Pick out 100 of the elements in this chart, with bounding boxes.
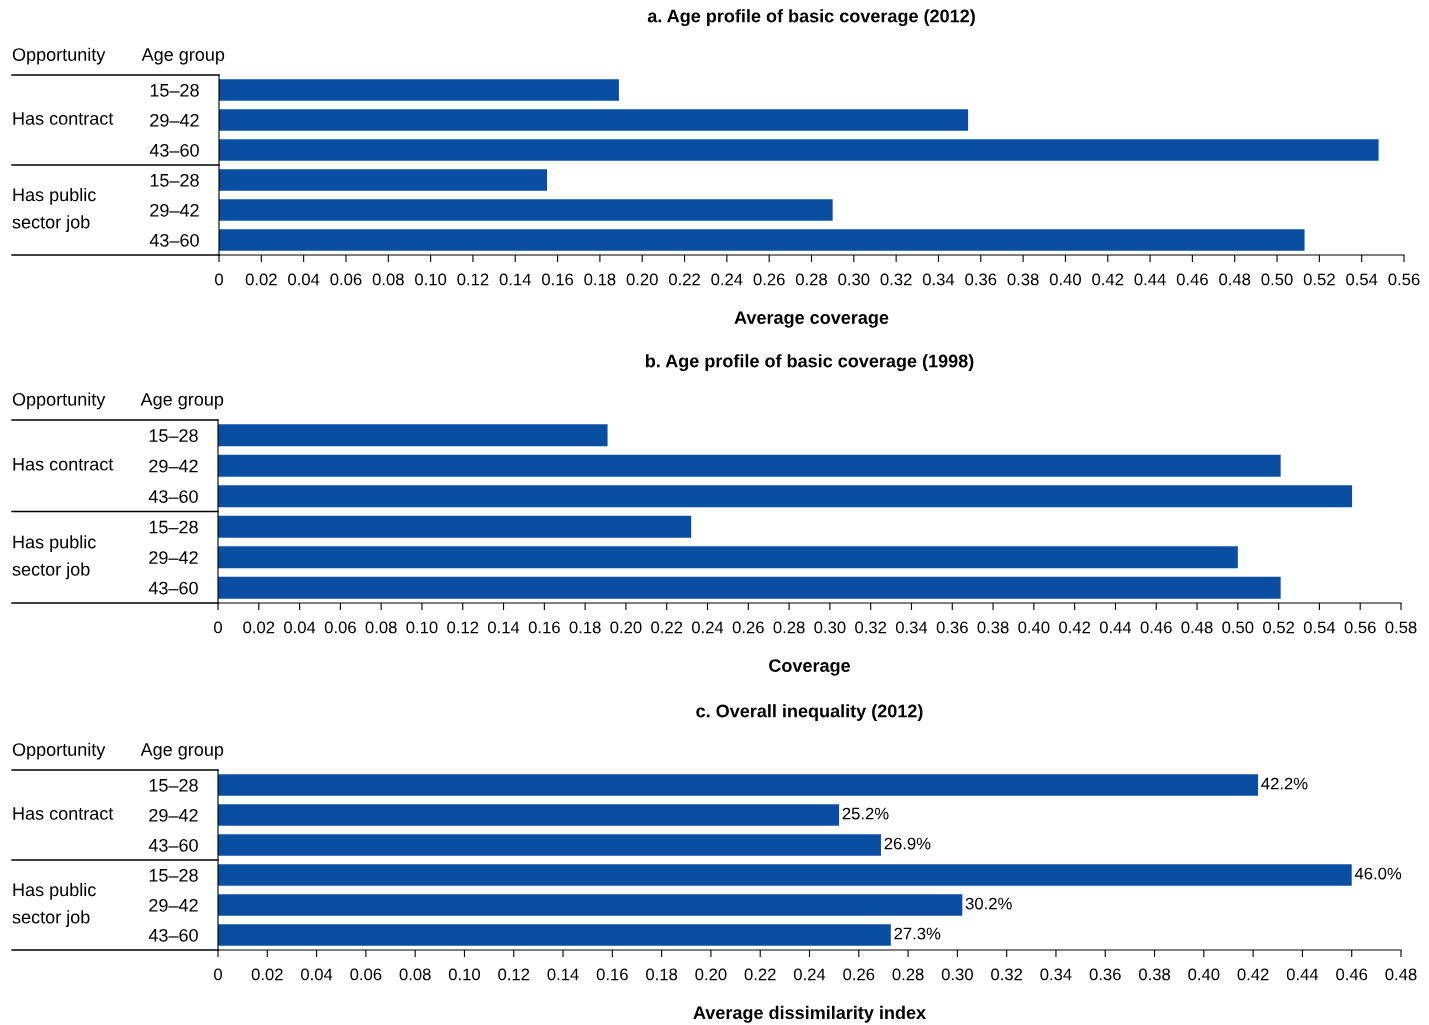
x-tick-label: 0.20 <box>626 273 658 286</box>
y-tick-label: 29–42 <box>149 459 198 473</box>
x-tick-label: 0.30 <box>838 273 870 286</box>
y-tick-label: 43–60 <box>148 838 198 852</box>
y-tick-label: 15–28 <box>149 520 198 534</box>
x-tick-label: 0.42 <box>1059 621 1091 634</box>
bar <box>219 139 1379 161</box>
bar <box>219 79 619 101</box>
bar <box>218 485 1353 508</box>
bar <box>218 834 881 856</box>
text: Has public sector job <box>12 882 96 928</box>
x-tick-label: 0.36 <box>1089 968 1121 981</box>
x-tick-label: 0.38 <box>1007 273 1039 286</box>
x-tick-label: 0.14 <box>499 273 531 286</box>
x-tick-label: 0.10 <box>415 273 447 286</box>
x-axis-title: Coverage <box>769 659 851 676</box>
x-tick-label: 0.12 <box>447 621 479 634</box>
x-tick-label: 0.06 <box>324 621 356 634</box>
x-tick-label: 0.10 <box>448 968 481 981</box>
x-tick-label: 0.18 <box>584 273 616 286</box>
x-tick-label: 0.04 <box>301 968 333 981</box>
chart-title: c. Overall inequality (2012) <box>696 704 923 721</box>
x-tick-label: 0.32 <box>855 621 887 634</box>
x-tick-label: 0.22 <box>744 968 776 981</box>
x-tick-label: 0.02 <box>245 273 277 286</box>
y-tick-label: 15–28 <box>150 83 199 97</box>
data-label: 42.2% <box>1261 777 1308 790</box>
text: Opportunity <box>12 392 106 410</box>
chart-title: a. Age profile of basic coverage (2012) <box>647 9 975 27</box>
x-tick-label: 0.48 <box>1181 621 1213 634</box>
x-tick-label: 0.46 <box>1176 273 1208 286</box>
x-tick-label: 0.16 <box>596 968 628 981</box>
x-tick-label: 0.06 <box>350 968 382 981</box>
bar <box>218 864 1352 886</box>
x-tick-label: 0.24 <box>711 273 743 286</box>
y-tick-label: 43–60 <box>148 581 198 595</box>
y-tick-label: 29–42 <box>150 203 199 217</box>
data-label: 46.0% <box>1354 867 1402 880</box>
x-tick-label: 0.04 <box>284 621 316 634</box>
x-tick-label: 0.44 <box>1286 968 1319 981</box>
text: Opportunity <box>12 742 106 760</box>
x-tick-label: 0.56 <box>1388 273 1420 286</box>
x-tick-label: 0.28 <box>892 968 924 981</box>
x-tick-label: 0.30 <box>941 968 973 981</box>
x-tick-label: 0.52 <box>1263 621 1294 634</box>
x-tick-label: 0.54 <box>1303 621 1336 634</box>
x-tick-label: 0.26 <box>753 273 785 286</box>
bar <box>218 546 1238 569</box>
bar <box>218 454 1281 477</box>
x-tick-label: 0 <box>214 621 222 634</box>
x-tick-label: 0.02 <box>243 621 275 634</box>
y-tick-label: 43–60 <box>149 143 199 157</box>
y-tick-label: 15–28 <box>149 868 198 882</box>
x-tick-label: 0 <box>214 968 222 981</box>
x-tick-label: 0.58 <box>1385 621 1417 634</box>
x-tick-label: 0.44 <box>1134 273 1166 286</box>
bar <box>218 424 608 447</box>
bar <box>219 169 547 191</box>
x-tick-label: 0.34 <box>895 621 928 634</box>
x-tick-label: 0.10 <box>406 621 438 634</box>
x-tick-label: 0.56 <box>1344 621 1376 634</box>
x-tick-label: 0.46 <box>1140 621 1172 634</box>
y-tick-label: 15–28 <box>149 429 198 442</box>
x-tick-label: 0.34 <box>922 273 955 286</box>
x-tick-label: 0.08 <box>399 968 431 981</box>
x-tick-label: 0.06 <box>330 273 362 286</box>
y-tick-label: 15–28 <box>150 173 199 187</box>
x-tick-label: 0.24 <box>691 621 724 634</box>
x-tick-label: 0.30 <box>814 621 846 634</box>
bar <box>219 199 833 221</box>
x-tick-label: 0.16 <box>542 273 574 286</box>
x-tick-label: 0.04 <box>288 273 320 286</box>
data-label: 25.2% <box>842 807 889 820</box>
x-tick-label: 0.08 <box>372 273 404 286</box>
x-tick-label: 0.14 <box>547 968 579 981</box>
x-tick-label: 0.26 <box>843 968 875 981</box>
x-tick-label: 0.52 <box>1303 273 1335 286</box>
x-tick-label: 0.28 <box>795 273 827 286</box>
bar <box>218 515 692 538</box>
bar <box>218 774 1259 796</box>
x-tick-label: 0.40 <box>1049 273 1081 286</box>
x-axis-title: Average coverage <box>734 311 889 328</box>
y-tick-label: 43–60 <box>149 233 199 247</box>
data-label: 30.2% <box>965 897 1012 910</box>
bar <box>219 229 1305 251</box>
bar <box>218 804 840 826</box>
x-tick-label: 0.02 <box>251 968 283 981</box>
text: Has public sector job <box>12 187 96 233</box>
text: Age group <box>140 393 224 410</box>
x-tick-label: 0.08 <box>365 621 397 634</box>
x-tick-label: 0.44 <box>1099 621 1132 634</box>
x-tick-label: 0 <box>215 273 223 286</box>
x-tick-label: 0.16 <box>528 621 560 634</box>
bar <box>219 109 969 131</box>
x-tick-label: 0.24 <box>793 968 826 981</box>
x-tick-label: 0.14 <box>487 621 520 634</box>
text: Has contract <box>13 458 114 471</box>
x-tick-label: 0.48 <box>1385 968 1417 981</box>
bar <box>218 894 963 916</box>
x-tick-label: 0.38 <box>977 621 1009 634</box>
